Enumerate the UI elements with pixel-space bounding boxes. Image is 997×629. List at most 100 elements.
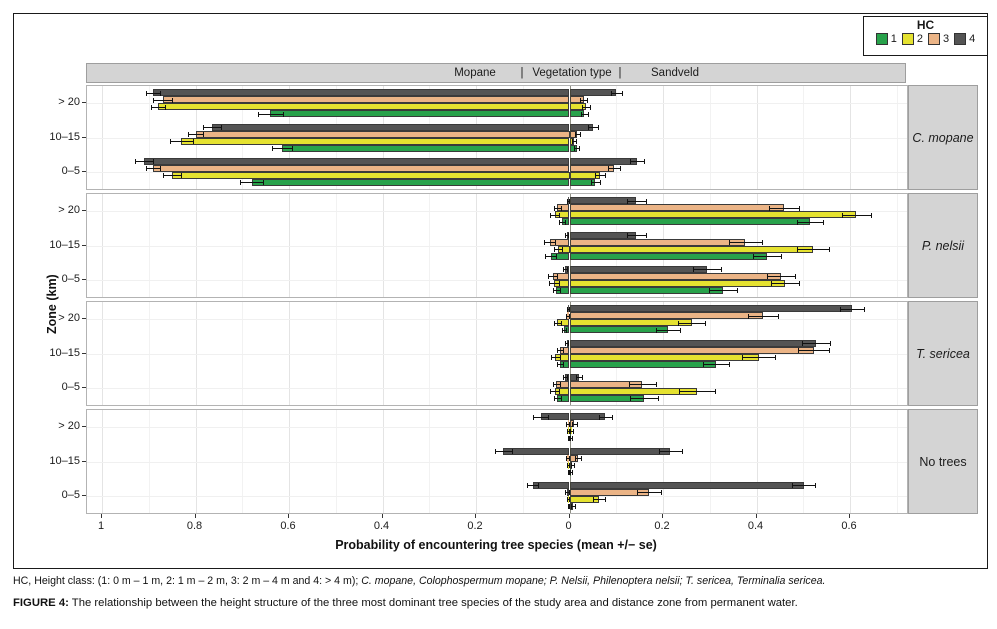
error-bar-cap	[566, 306, 568, 312]
error-bar-cap	[565, 341, 567, 346]
error-bar-cap	[659, 449, 661, 454]
error-bar-cap	[714, 389, 716, 395]
legend: HC 1 2 3 4	[863, 16, 988, 56]
panel-no-trees	[86, 409, 908, 514]
error-bar	[553, 322, 562, 324]
error-bar-cap	[160, 90, 162, 96]
error-bar-cap	[702, 362, 704, 367]
error-bar-cap	[569, 428, 571, 434]
error-bar-cap	[559, 355, 561, 360]
legend-title: HC	[916, 18, 935, 32]
error-bar-cap	[565, 233, 567, 238]
error-bar	[702, 364, 729, 365]
error-bar-cap	[798, 205, 800, 211]
y-axis-tick	[82, 386, 86, 388]
error-bar	[742, 357, 776, 358]
error-bar-cap	[561, 396, 563, 402]
error-bar-cap	[558, 281, 560, 287]
error-bar	[570, 430, 574, 432]
error-bar	[494, 451, 512, 452]
error-bar-cap	[556, 362, 558, 367]
bar-sandveld-hc4	[569, 265, 707, 273]
bar-mopane-hc4	[211, 123, 570, 131]
error-bar-cap	[193, 139, 195, 144]
error-bar	[579, 99, 588, 101]
error-bar	[526, 485, 539, 487]
figure-caption: HC, Height class: (1: 0 m – 1 m, 2: 1 m …	[13, 574, 988, 611]
error-bar-cap	[566, 267, 568, 273]
error-bar-cap	[568, 435, 570, 441]
error-bar	[562, 377, 567, 379]
error-bar-cap	[761, 240, 763, 245]
error-bar-cap	[572, 139, 574, 144]
error-bar-cap	[608, 166, 610, 172]
error-bar-cap	[566, 198, 568, 204]
legend-swatch-hc-1	[875, 33, 888, 45]
zero-line	[569, 410, 571, 513]
error-bar-cap	[571, 504, 573, 510]
bar-sandveld-hc2	[569, 279, 785, 287]
error-bar-cap	[559, 219, 561, 225]
x-tick-label: 0.2	[467, 520, 483, 532]
caption-abbr-species: C. mopane, Colophospermum mopane; P. Nel…	[361, 575, 826, 587]
error-bar-cap	[841, 212, 843, 218]
y-axis-tick	[82, 136, 86, 138]
bar-mopane-hc4	[567, 305, 570, 313]
error-bar-cap	[562, 267, 564, 273]
y-axis-tick	[82, 102, 86, 104]
caption-abbreviations: HC, Height class: (1: 0 m – 1 m, 2: 1 m …	[13, 574, 988, 588]
error-bar	[562, 269, 567, 271]
error-bar-cap	[801, 341, 803, 346]
error-bar-cap	[564, 219, 566, 225]
error-bar-cap	[547, 274, 549, 280]
strip-separator: |	[618, 67, 622, 79]
bar-mopane-hc2	[172, 171, 570, 179]
error-bar	[549, 214, 560, 216]
error-bar-cap	[708, 288, 710, 294]
error-bar-cap	[554, 247, 556, 252]
error-bar-cap	[551, 355, 553, 360]
error-bar	[556, 364, 564, 365]
error-bar	[146, 92, 161, 94]
error-bar-cap	[567, 463, 569, 468]
error-bar-cap	[568, 504, 570, 510]
error-bar	[797, 221, 824, 223]
error-bar-cap	[590, 180, 592, 186]
y-axis-tick	[82, 494, 86, 496]
error-bar-cap	[581, 456, 583, 461]
error-bar-cap	[644, 159, 646, 165]
bar-mopane-hc4	[153, 89, 570, 97]
error-bar	[544, 242, 556, 243]
error-bar-cap	[553, 205, 555, 211]
error-bar-cap	[568, 313, 570, 319]
bar-sandveld-hc2	[569, 387, 698, 395]
zero-line	[569, 194, 571, 297]
error-bar-cap	[568, 306, 570, 312]
error-bar-cap	[581, 375, 583, 381]
x-tick-label: 0.4	[747, 520, 764, 532]
error-bar-cap	[753, 254, 755, 259]
error-bar-cap	[582, 104, 584, 110]
legend-swatch-hc-3	[928, 33, 940, 45]
error-bar-cap	[565, 456, 567, 461]
error-bar	[565, 235, 569, 236]
panel-p-nelsii	[86, 193, 908, 298]
error-bar-cap	[610, 90, 612, 96]
error-bar-cap	[579, 97, 581, 103]
error-bar	[559, 221, 565, 223]
bar-sandveld-hc2	[569, 211, 857, 219]
y-axis-tick	[82, 210, 86, 212]
zone-label: 10–15	[49, 454, 80, 467]
error-bar-cap	[574, 146, 576, 151]
error-bar-cap	[569, 497, 571, 503]
error-bar-cap	[549, 389, 551, 395]
zone-label: 0–5	[61, 272, 80, 285]
x-tick-label: 0.6	[841, 520, 857, 532]
error-bar-cap	[549, 212, 551, 218]
error-bar-cap	[720, 267, 722, 273]
error-bar-cap	[181, 173, 183, 179]
error-bar-cap	[768, 205, 770, 211]
figure-number-label: FIGURE 4:	[13, 597, 69, 609]
error-bar	[598, 416, 613, 418]
error-bar-cap	[612, 414, 614, 420]
